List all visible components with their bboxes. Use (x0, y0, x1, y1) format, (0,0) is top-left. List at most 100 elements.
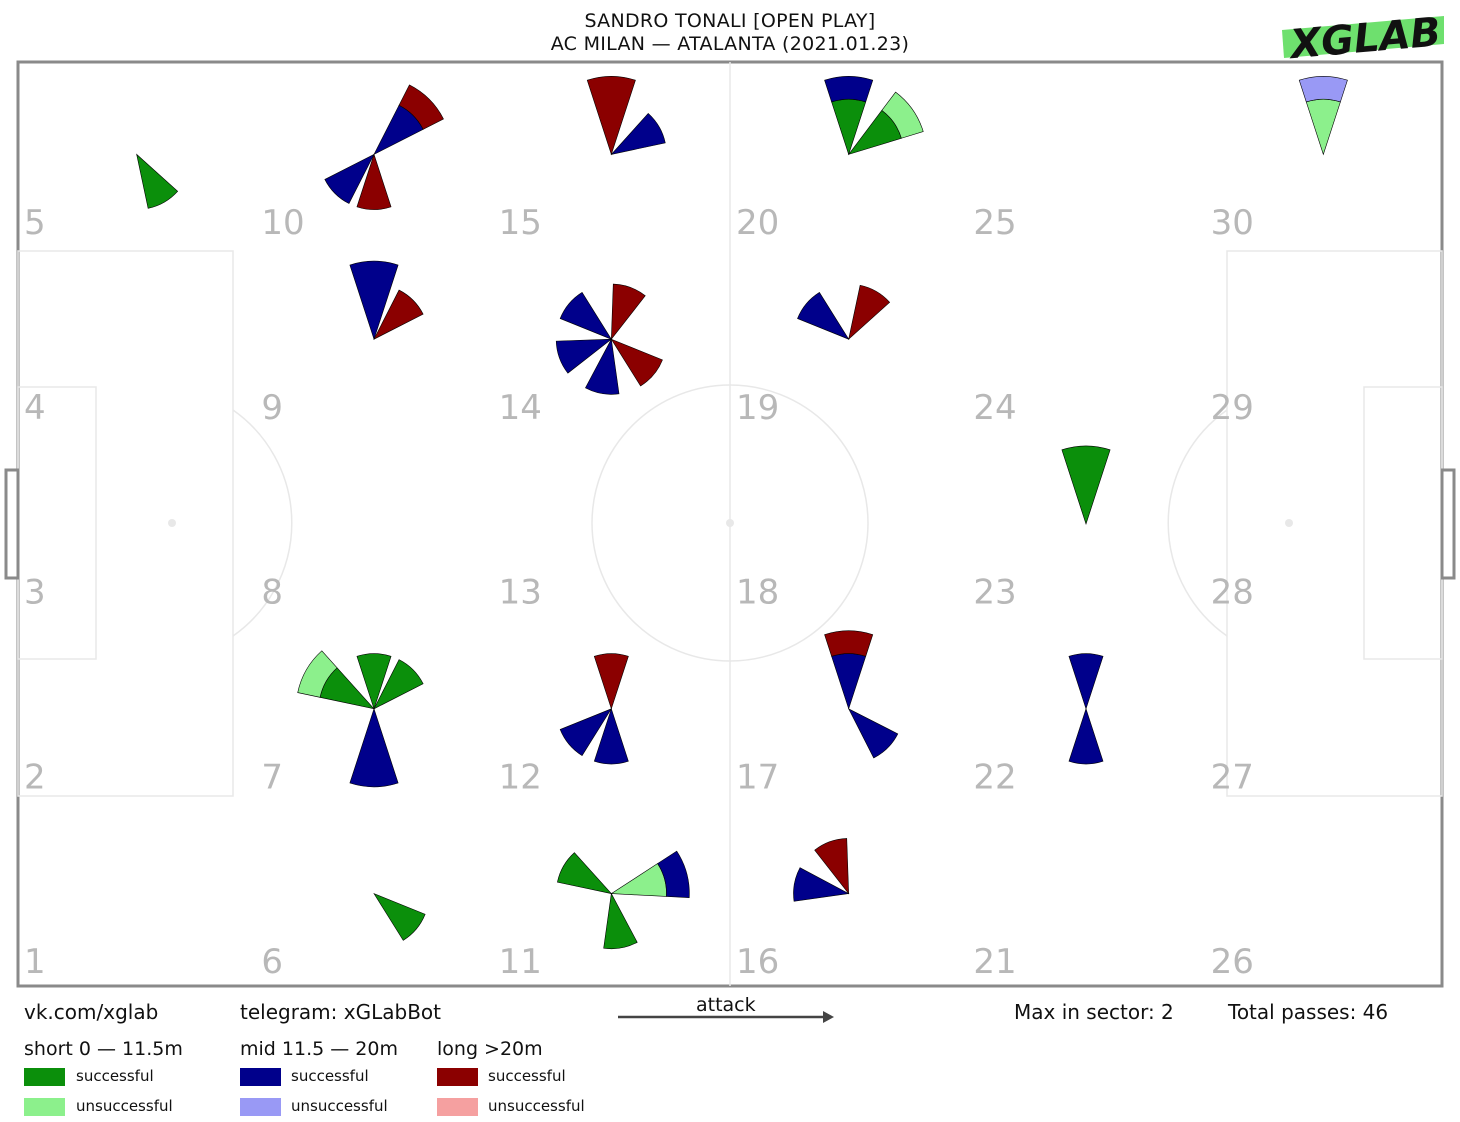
sector-number-26: 26 (1211, 942, 1254, 982)
legend-mid-label: mid 11.5 — 20m (240, 1038, 398, 1060)
wedge-sector-11-1-short_ok (557, 852, 613, 895)
legend-short-label: short 0 — 11.5m (24, 1038, 183, 1060)
legend-long-label: long >20m (437, 1038, 543, 1060)
right-penalty-arc (1167, 409, 1228, 637)
sector-number-16: 16 (736, 942, 779, 982)
wedge-sector-7-3-mid_ok (349, 707, 399, 788)
max-in-sector: Max in sector: 2 (1014, 1000, 1174, 1024)
wedge-sector-10-1-mid_ok (324, 153, 375, 204)
legend-short-fail-label: unsuccessful (76, 1097, 173, 1115)
wedge-sector-19-1-mid_ok (797, 292, 850, 340)
right-goal (1440, 468, 1456, 580)
legend-short-fail-swatch (24, 1098, 65, 1116)
wedge-sector-9-0-mid_ok (349, 260, 399, 341)
sector-number-7: 7 (261, 757, 283, 797)
wedge-sector-17-0-long_ok (824, 630, 874, 657)
sector-number-14: 14 (499, 388, 542, 428)
wedge-sector-14-3-mid_ok (585, 338, 620, 395)
wedge-sector-20-1-short_fail (881, 91, 924, 139)
wedge-sector-12-1-mid_ok (593, 707, 629, 765)
chart-title-line2: AC MILAN — ATALANTA (2021.01.23) (550, 33, 910, 55)
telegram-link[interactable]: telegram: xGLabBot (240, 1000, 441, 1024)
sector-number-17: 17 (736, 757, 779, 797)
attack-label: attack (696, 994, 756, 1016)
wedge-sector-9-1-long_ok (373, 289, 424, 340)
wedge-sector-20-0-mid_ok (824, 76, 874, 103)
wedge-sector-14-4-mid_ok (555, 338, 613, 374)
wedge-sector-14-2-long_ok (610, 338, 663, 387)
center-circle (591, 384, 869, 662)
wedge-sector-14-1-mid_ok (559, 292, 613, 340)
sector-number-5: 5 (24, 203, 46, 243)
sector-number-2: 2 (24, 757, 46, 797)
sector-number-28: 28 (1211, 573, 1254, 613)
sector-number-21: 21 (973, 942, 1016, 982)
sector-number-19: 19 (736, 388, 779, 428)
sector-number-9: 9 (261, 388, 283, 428)
sector-number-10: 10 (261, 203, 304, 243)
sector-number-13: 13 (499, 573, 542, 613)
right-six-yard-box (1363, 386, 1443, 660)
wedge-sector-16-1-mid_ok (793, 867, 850, 902)
sector-number-23: 23 (973, 573, 1016, 613)
vk-link[interactable]: vk.com/xglab (24, 1000, 159, 1024)
left-goal (4, 468, 20, 580)
legend-long-success-swatch (437, 1068, 478, 1086)
sector-number-3: 3 (24, 573, 46, 613)
sector-number-11: 11 (499, 942, 542, 982)
wedge-sector-6-0-short_ok (373, 892, 426, 941)
wedge-sector-11-0-mid_ok (657, 850, 690, 898)
wedge-sector-7-1-short_ok (373, 659, 424, 710)
left-penalty-spot (168, 519, 176, 527)
wedge-sector-12-0-long_ok (593, 653, 629, 710)
wedge-sector-16-0-long_ok (814, 838, 849, 895)
wedge-sector-22-0-mid_ok (1068, 653, 1104, 710)
sector-number-15: 15 (499, 203, 542, 243)
wedge-sector-22-1-mid_ok (1068, 707, 1104, 765)
legend-short-success-label: successful (76, 1067, 154, 1085)
wedge-sector-30-0-short_fail (1305, 98, 1341, 156)
sector-number-20: 20 (736, 203, 779, 243)
legend-mid-success-swatch (240, 1068, 281, 1086)
wedge-sector-17-1-mid_ok (847, 708, 899, 759)
wedge-sector-14-0-long_ok (611, 283, 646, 341)
wedge-sector-5-0-short_ok (136, 153, 179, 209)
attack-arrow (618, 1011, 834, 1023)
wedge-sector-10-2-long_ok (356, 153, 392, 210)
sector-number-24: 24 (973, 388, 1016, 428)
sector-number-4: 4 (24, 388, 46, 428)
legend-mid-fail-label: unsuccessful (291, 1097, 388, 1115)
wedge-sector-15-1-mid_ok (610, 112, 666, 155)
wedge-sector-7-0-short_ok (356, 653, 392, 710)
right-penalty-box (1226, 250, 1443, 797)
wedge-sector-30-0-mid_fail (1298, 76, 1348, 103)
sector-number-6: 6 (261, 942, 283, 982)
wedge-sector-23-0-short_ok (1061, 445, 1111, 525)
wedge-sector-11-0-short_fail (610, 863, 667, 897)
sector-number-18: 18 (736, 573, 779, 613)
sector-number-29: 29 (1211, 388, 1254, 428)
sector-number-30: 30 (1211, 203, 1254, 243)
legend-mid-fail-swatch (240, 1098, 281, 1116)
wedge-sector-17-0-mid_ok (831, 653, 867, 710)
legend-mid-success-label: successful (291, 1067, 369, 1085)
legend-long-success-label: successful (488, 1067, 566, 1085)
center-spot (726, 519, 734, 527)
total-passes: Total passes: 46 (1228, 1000, 1389, 1024)
legend-short-success-swatch (24, 1068, 65, 1086)
sector-number-27: 27 (1211, 757, 1254, 797)
right-penalty-spot (1285, 519, 1293, 527)
sector-number-12: 12 (499, 757, 542, 797)
sector-number-25: 25 (973, 203, 1016, 243)
sector-number-1: 1 (24, 942, 46, 982)
left-penalty-arc (232, 409, 293, 637)
sector-number-22: 22 (973, 757, 1016, 797)
wedge-sector-19-0-long_ok (848, 284, 891, 341)
chart-title: SANDRO TONALI [OPEN PLAY] AC MILAN — ATA… (0, 10, 1460, 56)
legend-long-fail-label: unsuccessful (488, 1097, 585, 1115)
chart-title-line1: SANDRO TONALI [OPEN PLAY] (584, 10, 876, 32)
wedge-sector-12-2-mid_ok (559, 708, 613, 756)
sector-number-8: 8 (261, 573, 283, 613)
xglab-logo: XGLAB (1282, 9, 1444, 62)
